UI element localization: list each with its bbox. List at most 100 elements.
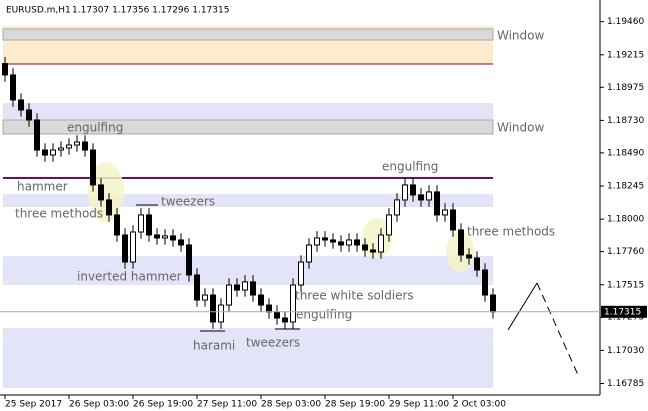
highlight (88, 162, 124, 222)
x-tick-label: 25 Sep 2017 (5, 400, 62, 410)
candle-body (482, 269, 488, 296)
candle-body (450, 209, 456, 231)
candle-body (426, 191, 432, 201)
candle-body (410, 184, 416, 196)
annotation: Window (497, 29, 545, 43)
candle-body (258, 294, 264, 306)
annotation: inverted hammer (77, 270, 182, 284)
zone (3, 256, 493, 285)
candle-body (330, 239, 336, 243)
candle-body (170, 235, 176, 241)
candle-body (90, 149, 96, 186)
annotation: tweezers (161, 195, 215, 209)
candle-body (394, 199, 400, 216)
y-tick-label: 1.16785 (607, 379, 644, 389)
candle-body (66, 144, 72, 149)
candle-body (378, 234, 384, 253)
candle-body (226, 284, 232, 306)
x-tick-label: 28 Sep 03:00 (261, 400, 321, 410)
candle-body (306, 244, 312, 263)
annotation: Window (497, 121, 545, 135)
y-tick-label: 1.18730 (607, 116, 644, 126)
candle-body (106, 199, 112, 216)
candle-body (2, 63, 8, 76)
y-tick-label: 1.17760 (607, 247, 644, 257)
candle-body (354, 239, 360, 246)
candle-body (362, 244, 368, 251)
window-zone (2, 28, 494, 41)
last-price-label: 1.17315 (604, 307, 641, 317)
candle-body (162, 235, 168, 239)
candle-body (42, 149, 48, 156)
annotation: tweezers (246, 336, 300, 350)
candle-body (130, 231, 136, 263)
candle-body (466, 254, 472, 259)
ohlc-header: 1.17307 1.17356 1.17296 1.17315 (72, 6, 229, 16)
candle-body (474, 257, 480, 271)
candle-body (26, 109, 32, 121)
symbol: EURUSD.m,H1 (6, 6, 71, 16)
y-tick-label: 1.19215 (607, 50, 644, 60)
candle-body (122, 234, 128, 263)
annotation: engulfing (296, 308, 352, 322)
y-tick-label: 1.18490 (607, 148, 644, 158)
candle-body (186, 244, 192, 276)
candle-body (194, 274, 200, 301)
candle-body (178, 239, 184, 246)
candle-body (282, 317, 288, 323)
candle-body (146, 214, 152, 236)
x-tick-label: 26 Sep 03:00 (69, 400, 129, 410)
candle-body (34, 119, 40, 151)
candle-body (370, 249, 376, 253)
candle-body (82, 141, 88, 151)
candle-body (434, 191, 440, 216)
zone (3, 328, 493, 388)
y-tick-label: 1.17515 (607, 280, 644, 290)
x-tick-label: 26 Sep 19:00 (133, 400, 193, 410)
window-zone (2, 119, 494, 135)
y-tick-label: 1.18245 (607, 182, 644, 192)
candle-body (418, 194, 424, 201)
candle-body (338, 241, 344, 246)
candle-body (114, 214, 120, 236)
candle-body (402, 184, 408, 201)
candle-body (18, 99, 24, 111)
candle-body (218, 304, 224, 323)
candle-body (298, 261, 304, 286)
annotation: three methods (467, 225, 555, 239)
candle-body (458, 229, 464, 256)
candle-body (314, 237, 320, 246)
zone (3, 103, 493, 120)
candle-body (98, 184, 104, 201)
x-tick-label: 2 Oct 03:00 (453, 400, 506, 410)
annotation: harami (193, 339, 235, 353)
y-tick-label: 1.18000 (607, 215, 644, 225)
candle-body (266, 304, 272, 313)
candle-body (322, 237, 328, 241)
candle-body (50, 149, 56, 156)
candle-body (490, 294, 496, 313)
candle-body (210, 294, 216, 323)
candle-body (154, 234, 160, 239)
last-price-box (601, 305, 647, 318)
projection-line (536, 282, 579, 376)
highlight (362, 218, 392, 258)
y-tick-label: 1.17030 (607, 346, 644, 356)
x-tick-label: 27 Sep 11:00 (197, 400, 257, 410)
candle-body (202, 294, 208, 301)
candle-body (250, 281, 256, 296)
candle-body (346, 239, 352, 246)
candle-body (138, 214, 144, 233)
x-tick-label: 29 Sep 11:00 (389, 400, 449, 410)
candle-body (10, 74, 16, 101)
y-tick-label: 1.19460 (607, 17, 644, 27)
zone (3, 194, 493, 207)
x-tick-label: 28 Sep 19:00 (325, 400, 385, 410)
candle-body (442, 209, 448, 216)
candle-body (386, 214, 392, 236)
candle-body (274, 311, 280, 319)
candle-body (74, 141, 80, 146)
annotation: hammer (17, 180, 68, 194)
annotation: three white soldiers (295, 289, 414, 303)
